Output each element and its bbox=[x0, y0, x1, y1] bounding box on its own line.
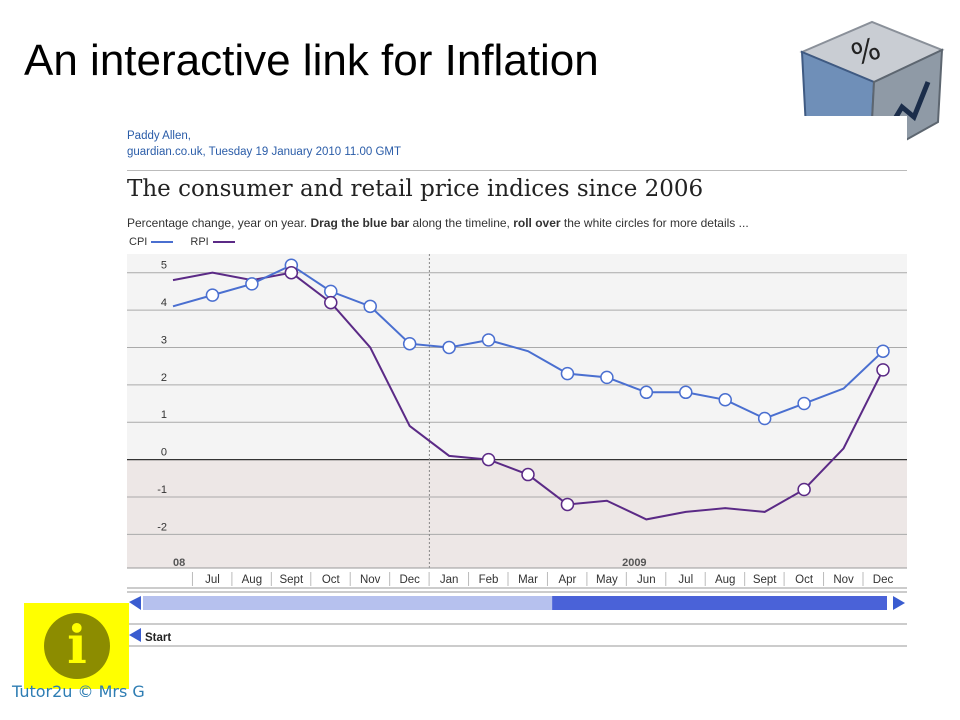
data-point-rpi bbox=[521, 467, 535, 482]
x-tick-label: Sept bbox=[753, 574, 777, 586]
x-tick-label: Feb bbox=[479, 574, 499, 586]
y-tick-label: -2 bbox=[157, 521, 167, 533]
legend-label-cpi: CPI bbox=[129, 236, 148, 248]
chart-plot: 5 4 3 2 1 0 -1 -2 08 2009 Jul Aug Sept Oct Nov Dec Jan Fe… bbox=[127, 254, 907, 647]
x-tick-label: Jul bbox=[678, 574, 693, 586]
data-point-cpi bbox=[639, 385, 654, 400]
start-arrow-icon bbox=[129, 628, 141, 642]
timeline-left-arrow-icon bbox=[129, 596, 141, 610]
subtitle-plain: Percentage change, year on year. bbox=[127, 216, 311, 230]
x-tick-label: Oct bbox=[322, 574, 341, 586]
legend-item-rpi: RPI bbox=[190, 236, 235, 248]
y-tick-label: 5 bbox=[161, 260, 167, 272]
data-point-cpi bbox=[205, 288, 220, 302]
byline-author: Paddy Allen, bbox=[127, 130, 191, 142]
data-point-rpi bbox=[876, 363, 890, 377]
x-tick-label: Jun bbox=[637, 574, 656, 586]
subtitle-bold-drag: Drag the blue bar bbox=[310, 216, 410, 230]
data-point-rpi bbox=[560, 497, 575, 512]
data-point-cpi bbox=[718, 393, 732, 407]
data-point-rpi bbox=[284, 265, 299, 280]
timeline-drag-bar[interactable] bbox=[552, 596, 887, 610]
x-tick-label: Jan bbox=[440, 574, 459, 586]
x-tick-label: Aug bbox=[242, 574, 262, 586]
timeline-slider[interactable] bbox=[127, 591, 907, 610]
subtitle-bold-roll: roll over bbox=[513, 216, 561, 230]
legend-swatch-cpi bbox=[151, 241, 174, 244]
data-point-cpi bbox=[797, 396, 811, 411]
legend-label-rpi: RPI bbox=[190, 236, 209, 248]
data-point-cpi bbox=[324, 284, 338, 299]
data-point-cpi bbox=[245, 277, 259, 291]
data-point-rpi bbox=[324, 295, 338, 310]
header-rule bbox=[127, 170, 907, 171]
year-label: 08 bbox=[173, 557, 185, 569]
y-tick-label: 3 bbox=[161, 334, 167, 346]
y-tick-label: 0 bbox=[161, 447, 167, 459]
data-point-rpi bbox=[797, 482, 811, 497]
byline-source: guardian.co.uk, Tuesday 19 January 2010 … bbox=[127, 146, 402, 158]
x-tick-label: Jul bbox=[205, 574, 220, 586]
y-tick-label: 1 bbox=[161, 409, 167, 421]
data-point-cpi bbox=[876, 344, 890, 358]
x-tick-label: Oct bbox=[795, 574, 814, 586]
data-point-cpi bbox=[402, 336, 417, 351]
x-tick-label: Nov bbox=[360, 574, 381, 586]
data-point-cpi bbox=[600, 370, 614, 385]
negative-zone-bg bbox=[127, 459, 907, 568]
data-point-cpi bbox=[679, 385, 693, 400]
data-point-cpi bbox=[560, 366, 575, 381]
chart-title: The consumer and retail price indices si… bbox=[127, 176, 704, 202]
start-button[interactable]: Start bbox=[129, 628, 171, 644]
y-tick-label: 4 bbox=[161, 297, 167, 309]
x-tick-label: Mar bbox=[518, 574, 538, 586]
info-icon: i bbox=[44, 613, 110, 679]
y-tick-label: -1 bbox=[157, 484, 167, 496]
data-point-cpi bbox=[442, 340, 456, 355]
footer-credit: Tutor2u © Mrs G bbox=[12, 682, 145, 701]
slide-title: An interactive link for Inflation bbox=[24, 36, 599, 85]
subtitle-mid: along the timeline, bbox=[409, 216, 514, 230]
chart-subtitle: Percentage change, year on year. Drag th… bbox=[127, 216, 749, 230]
info-button[interactable]: i bbox=[24, 603, 129, 689]
x-tick-label: Dec bbox=[399, 574, 420, 586]
data-point-rpi bbox=[481, 452, 496, 467]
positive-zone-bg bbox=[127, 254, 907, 460]
subtitle-end: the white circles for more details ... bbox=[560, 216, 749, 230]
byline: Paddy Allen, guardian.co.uk, Tuesday 19 … bbox=[127, 128, 401, 160]
data-point-cpi bbox=[363, 299, 377, 314]
x-tick-label: Apr bbox=[558, 574, 576, 586]
x-tick-label: Nov bbox=[833, 574, 854, 586]
data-point-cpi bbox=[481, 333, 496, 347]
guardian-graphic: Paddy Allen, guardian.co.uk, Tuesday 19 … bbox=[117, 116, 907, 656]
y-tick-label: 2 bbox=[161, 372, 167, 384]
chart-legend: CPI RPI bbox=[129, 236, 249, 248]
legend-item-cpi: CPI bbox=[129, 236, 174, 248]
timeline-right-arrow-icon bbox=[893, 596, 905, 610]
x-tick-label: Aug bbox=[715, 574, 735, 586]
x-tick-label: Sept bbox=[279, 574, 303, 586]
start-button-label: Start bbox=[145, 632, 171, 644]
x-tick-label: Dec bbox=[873, 574, 894, 586]
year-label: 2009 bbox=[622, 557, 646, 569]
data-point-cpi bbox=[757, 411, 772, 426]
legend-swatch-rpi bbox=[212, 241, 235, 244]
x-tick-label: May bbox=[596, 574, 618, 586]
